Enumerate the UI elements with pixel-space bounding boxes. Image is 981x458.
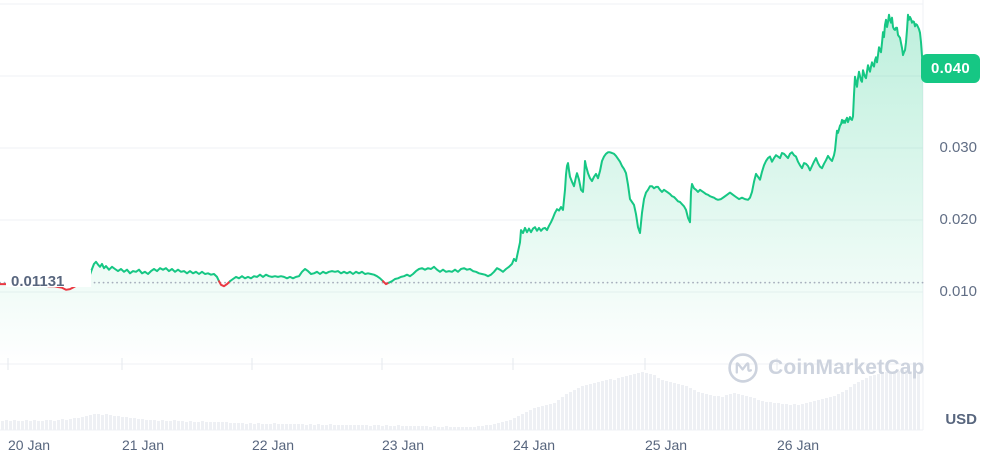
start-price-label: 0.01131 bbox=[11, 273, 65, 290]
x-axis-tick-label: 23 Jan bbox=[382, 437, 425, 453]
x-axis-tick-label: 26 Jan bbox=[777, 437, 820, 453]
y-axis-tick-label: 0.020 bbox=[939, 211, 977, 228]
start-price-label-mask bbox=[6, 270, 91, 287]
y-axis-tick-label: 0.010 bbox=[939, 283, 977, 300]
x-axis-tick-label: 24 Jan bbox=[513, 437, 556, 453]
x-axis-tick-label: 21 Jan bbox=[122, 437, 165, 453]
y-axis-tick-label: 0.030 bbox=[939, 139, 977, 156]
x-axis-tick-label: 25 Jan bbox=[645, 437, 688, 453]
coinmarketcap-logo-icon bbox=[728, 353, 758, 383]
x-axis-tick-label: 20 Jan bbox=[8, 437, 51, 453]
area-fill-layer bbox=[0, 14, 923, 365]
watermark-text: CoinMarketCap bbox=[768, 356, 925, 379]
x-axis-tick-label: 22 Jan bbox=[252, 437, 295, 453]
currency-unit-label: USD bbox=[945, 411, 977, 428]
current-price-badge: 0.040 bbox=[921, 54, 981, 83]
volume-bars-layer bbox=[1, 370, 920, 430]
watermark: CoinMarketCap bbox=[726, 351, 925, 385]
